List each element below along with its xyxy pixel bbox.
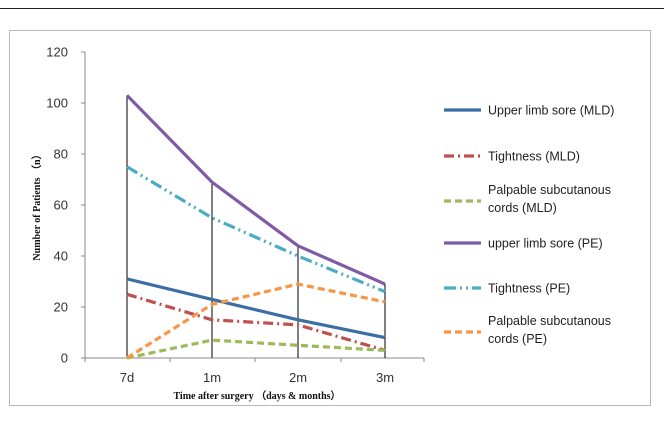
legend-label: upper limb sore (PE) (488, 237, 603, 251)
top-rule (0, 8, 664, 9)
y-axis: 0 20 40 60 80 100 120 (46, 45, 86, 366)
x-tick-label: 2m (289, 370, 307, 385)
y-tick-label: 120 (46, 45, 68, 60)
chart-border (9, 30, 651, 406)
x-axis: 7d 1m 2m 3m (84, 357, 425, 385)
y-tick-label: 80 (54, 147, 68, 162)
x-tick-label: 3m (376, 370, 394, 385)
y-tick-label: 100 (46, 96, 68, 111)
legend-label: Tightness (PE) (488, 282, 570, 296)
series-line-palpable-subcutanous-cords-mld (126, 338, 386, 360)
legend: Upper limb sore (MLD) Tightness (MLD) Palp… (444, 104, 614, 346)
x-tick-label: 7d (120, 370, 134, 385)
x-axis-title: Time after surgery （days & months） (173, 389, 340, 402)
legend-label: Palpable subcutanous (488, 314, 611, 328)
y-tick-label: 0 (61, 351, 68, 366)
legend-label: Palpable subcutanous (488, 183, 611, 197)
series-lines (125, 94, 386, 360)
series-line-tightness-pe (126, 165, 386, 294)
y-tick-label: 20 (54, 300, 68, 315)
x-tick-label: 1m (203, 370, 221, 385)
series-line-palpable-subcutanous-cords-pe (126, 282, 386, 360)
legend-label: Tightness (MLD) (488, 150, 580, 164)
legend-label: cords (PE) (488, 332, 547, 346)
legend-label: cords (MLD) (488, 201, 557, 215)
series-line-upper-limb-sore-pe (125, 94, 386, 286)
series-line-upper-limb-sore-mld (126, 277, 386, 340)
drop-lines (126, 95, 386, 358)
legend-label: Upper limb sore (MLD) (488, 104, 614, 118)
y-tick-label: 60 (54, 198, 68, 213)
y-tick-label: 40 (54, 249, 68, 264)
series-line-tightness-mld (126, 292, 386, 352)
y-axis-title: Number of Patients （n） (30, 149, 43, 260)
